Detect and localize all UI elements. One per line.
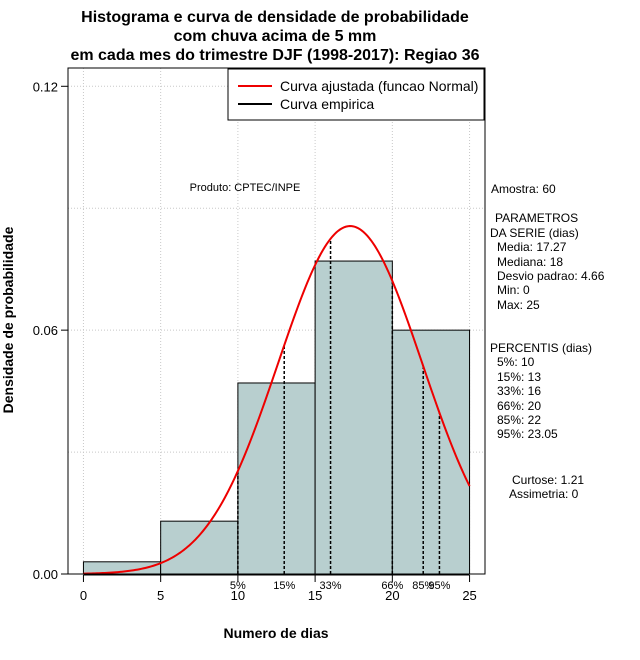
x-tick-label: 5 xyxy=(157,588,164,603)
histogram-bar xyxy=(391,329,471,575)
percentile-66: 66%: 20 xyxy=(497,399,541,413)
percentile-label: 33% xyxy=(320,580,342,592)
chart-title-line-1: Histograma e curva de densidade de proba… xyxy=(81,9,469,26)
percentile-33: 33%: 16 xyxy=(497,384,541,398)
normal-curve xyxy=(83,225,471,575)
product-credit: Produto: CPTEC/INPE xyxy=(190,182,301,194)
x-axis: 0 5 10 15 20 25 xyxy=(80,574,477,603)
y-axis-label: Densidade de probabilidade xyxy=(0,226,16,413)
param-min: Min: 0 xyxy=(497,283,530,297)
percentile-15: 15%: 13 xyxy=(497,370,541,384)
y-tick-label: 0.12 xyxy=(33,79,58,94)
params-title-1: PARAMETROS xyxy=(495,211,578,225)
x-tick-label: 25 xyxy=(462,588,476,603)
param-max: Max: 25 xyxy=(497,298,540,312)
percentile-markers: 5% 15% 33% 66% 85%95% xyxy=(230,238,451,592)
legend-label-empirical: Curva empirica xyxy=(280,96,374,112)
sample-size: Amostra: 60 xyxy=(491,182,556,196)
percentile-95: 95%: 23.05 xyxy=(497,427,558,441)
percentile-label: 95% xyxy=(428,580,450,592)
x-axis-label: Numero de dias xyxy=(223,625,328,641)
percentile-label: 66% xyxy=(381,580,403,592)
legend: Curva ajustada (funcao Normal) Curva emp… xyxy=(227,68,485,121)
x-tick-label: 15 xyxy=(308,588,322,603)
legend-box xyxy=(227,68,485,121)
x-tick-label: 0 xyxy=(80,588,87,603)
param-sd: Desvio padrao: 4.66 xyxy=(497,269,605,283)
skewness: Assimetria: 0 xyxy=(509,487,579,501)
y-axis: 0.00 0.06 0.12 xyxy=(33,79,69,582)
kurtosis: Curtose: 1.21 xyxy=(512,473,584,487)
percentile-85: 85%: 22 xyxy=(497,413,541,427)
x-tick-label: 10 xyxy=(231,588,245,603)
density-curves xyxy=(83,225,471,575)
y-tick-label: 0.00 xyxy=(33,567,58,582)
percentile-5: 5%: 10 xyxy=(497,355,535,369)
percentile-label: 5% xyxy=(230,580,246,592)
y-tick-label: 0.06 xyxy=(33,323,58,338)
chart-title-line-2: com chuva acima de 5 mm xyxy=(174,28,377,45)
percentile-label: 15% xyxy=(273,580,295,592)
percentiles-title: PERCENTIS (dias) xyxy=(490,341,592,355)
percentile-label: 85% xyxy=(412,580,434,592)
chart-title-line-3: em cada mes do trimestre DJF (1998-2017)… xyxy=(70,47,479,64)
x-tick-label: 20 xyxy=(385,588,399,603)
histogram-bar xyxy=(160,520,239,575)
params-title-2: DA SERIE (dias) xyxy=(490,226,579,240)
histogram-bar xyxy=(314,260,393,575)
param-mean: Media: 17.27 xyxy=(497,240,567,254)
param-median: Mediana: 18 xyxy=(497,255,563,269)
stats-panel: Amostra: 60 PARAMETROS DA SERIE (dias) M… xyxy=(490,182,605,501)
histogram-bars xyxy=(82,260,471,575)
legend-label-normal: Curva ajustada (funcao Normal) xyxy=(280,78,478,94)
histogram-bar xyxy=(237,382,316,575)
